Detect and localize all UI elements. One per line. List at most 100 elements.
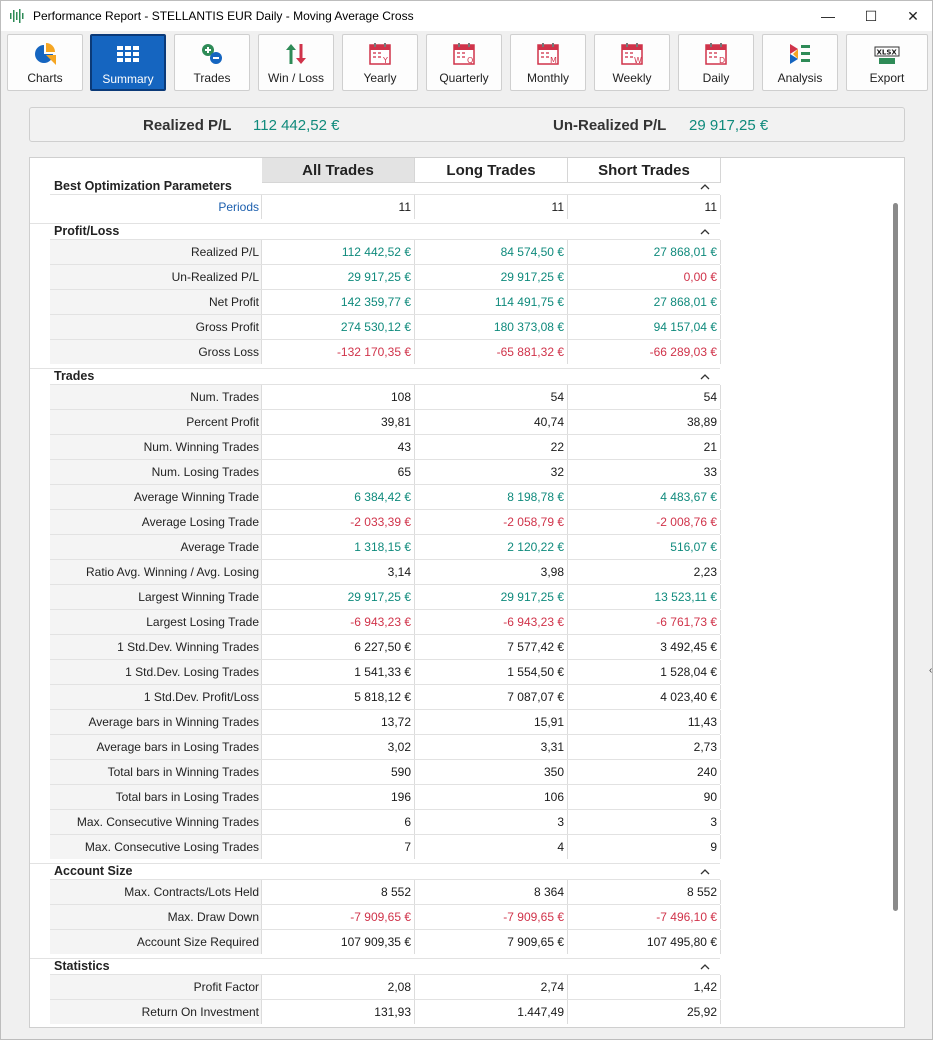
section-title-stats: Statistics — [54, 959, 110, 973]
calendar-w-icon: W — [619, 41, 645, 67]
chevron-up-icon[interactable] — [698, 224, 712, 238]
cell-long-trades: 32 — [415, 460, 568, 484]
table-row: Gross Profit 274 530,12 €180 373,08 €94 1… — [50, 314, 721, 339]
cell-all-trades: -6 943,23 € — [262, 610, 415, 634]
row-label: Num. Winning Trades — [50, 435, 262, 459]
cell-long-trades: 3,98 — [415, 560, 568, 584]
cell-all-trades: -2 033,39 € — [262, 510, 415, 534]
cell-short-trades: 27 868,01 € — [568, 240, 721, 264]
column-header-long-trades[interactable]: Long Trades — [415, 158, 568, 183]
cell-all-trades: 108 — [262, 385, 415, 409]
analysis-icon — [787, 41, 813, 67]
cell-long-trades: 29 917,25 € — [415, 585, 568, 609]
charts-button[interactable]: Charts — [7, 34, 83, 91]
svg-text:W: W — [634, 56, 642, 65]
row-label: Largest Winning Trade — [50, 585, 262, 609]
column-header-all-trades[interactable]: All Trades — [262, 158, 415, 183]
charts-label: Charts — [27, 71, 63, 85]
row-label: Largest Losing Trade — [50, 610, 262, 634]
row-label: 1 Std.Dev. Profit/Loss — [50, 685, 262, 709]
svg-text:Y: Y — [382, 56, 388, 65]
table-row: Num. Winning Trades 43 22 21 — [50, 434, 721, 459]
cell-long-trades: 40,74 — [415, 410, 568, 434]
table-row: Average bars in Losing Trades 3,02 3,31 2,7… — [50, 734, 721, 759]
close-button[interactable]: ✕ — [907, 7, 919, 24]
resize-grip-icon[interactable]: ‹ — [929, 665, 933, 676]
section-title-account: Account Size — [54, 864, 133, 878]
cell-all-trades: 13,72 — [262, 710, 415, 734]
pl-summary-bar: Realized P/L 112 442,52 € Un-Realized P/… — [29, 107, 905, 142]
cell-long-trades: 1 554,50 € — [415, 660, 568, 684]
row-label: Gross Profit — [50, 315, 262, 339]
chevron-up-icon[interactable] — [698, 179, 712, 193]
win-loss-button[interactable]: Win / Loss — [258, 34, 334, 91]
chevron-up-icon[interactable] — [698, 959, 712, 973]
table-row: Num. Losing Trades 65 32 33 — [50, 459, 721, 484]
table-row: Max. Contracts/Lots Held 8 552 8 364 8 552 — [50, 879, 721, 904]
export-button[interactable]: XLSX Export — [846, 34, 928, 91]
cell-all-trades: -7 909,65 € — [262, 905, 415, 929]
cell-short-trades: 1 528,04 € — [568, 660, 721, 684]
cell-all-trades: 29 917,25 € — [262, 585, 415, 609]
table-row: 1 Std.Dev. Profit/Loss 5 818,12 €7 087,07… — [50, 684, 721, 709]
row-label: Realized P/L — [50, 240, 262, 264]
minimize-button[interactable]: — — [821, 8, 835, 24]
row-label[interactable]: Periods — [50, 195, 262, 219]
section-divider — [30, 223, 720, 224]
cell-long-trades: -65 881,32 € — [415, 340, 568, 364]
row-label: Un-Realized P/L — [50, 265, 262, 289]
up-down-arrows-icon — [283, 41, 309, 67]
row-label: Ratio Avg. Winning / Avg. Losing — [50, 560, 262, 584]
quarterly-button[interactable]: Q Quarterly — [426, 34, 502, 91]
cell-long-trades: 114 491,75 € — [415, 290, 568, 314]
cell-all-trades: 6 — [262, 810, 415, 834]
cell-short-trades: 516,07 € — [568, 535, 721, 559]
monthly-button[interactable]: M Monthly — [510, 34, 586, 91]
cell-all-trades: 107 909,35 € — [262, 930, 415, 954]
scrollbar-thumb[interactable] — [893, 203, 898, 911]
calendar-q-icon: Q — [451, 41, 477, 67]
chevron-up-icon[interactable] — [698, 864, 712, 878]
column-header-short-trades[interactable]: Short Trades — [568, 158, 721, 183]
cell-long-trades: 180 373,08 € — [415, 315, 568, 339]
trades-button[interactable]: Trades — [174, 34, 250, 91]
cell-short-trades: 11,43 — [568, 710, 721, 734]
summary-button[interactable]: Summary — [90, 34, 166, 91]
yearly-button[interactable]: Y Yearly — [342, 34, 418, 91]
table-row: 1 Std.Dev. Losing Trades 1 541,33 €1 554,… — [50, 659, 721, 684]
win-loss-label: Win / Loss — [267, 71, 324, 85]
cell-short-trades: 21 — [568, 435, 721, 459]
table-row: Average bars in Winning Trades 13,72 15,91… — [50, 709, 721, 734]
cell-short-trades: 25,92 — [568, 1000, 721, 1024]
cell-long-trades: 7 909,65 € — [415, 930, 568, 954]
unrealized-pl-label: Un-Realized P/L — [553, 117, 667, 134]
cell-short-trades: 8 552 — [568, 880, 721, 904]
cell-short-trades: 107 495,80 € — [568, 930, 721, 954]
cell-short-trades: 1,42 — [568, 975, 721, 999]
vertical-scrollbar[interactable] — [889, 183, 903, 1027]
table-row: 1 Std.Dev. Winning Trades 6 227,50 €7 577… — [50, 634, 721, 659]
maximize-button[interactable]: ☐ — [864, 7, 878, 24]
daily-button[interactable]: D Daily — [678, 34, 754, 91]
xlsx-icon: XLSX — [874, 41, 900, 67]
analysis-button[interactable]: Analysis — [762, 34, 838, 91]
pie-chart-icon — [32, 41, 58, 67]
table-row: Average Losing Trade -2 033,39 € -2 058,79… — [50, 509, 721, 534]
cell-all-trades: 274 530,12 € — [262, 315, 415, 339]
yearly-label: Yearly — [363, 71, 397, 85]
cell-short-trades: 240 — [568, 760, 721, 784]
svg-text:D: D — [719, 56, 725, 65]
table-row: Return On Investment 131,93 1.447,49 25,92 — [50, 999, 721, 1024]
table-row: Average Winning Trade 6 384,42 €8 198,78 … — [50, 484, 721, 509]
cell-short-trades: -6 761,73 € — [568, 610, 721, 634]
weekly-button[interactable]: W Weekly — [594, 34, 670, 91]
table-row: Periods 11 11 11 — [50, 194, 721, 219]
chevron-up-icon[interactable] — [698, 369, 712, 383]
cell-long-trades: 22 — [415, 435, 568, 459]
cell-all-trades: 1 318,15 € — [262, 535, 415, 559]
cell-short-trades: 38,89 — [568, 410, 721, 434]
cell-all-trades: 131,93 — [262, 1000, 415, 1024]
toolbar: Charts Summary — [1, 31, 932, 97]
cell-long-trades: 11 — [415, 195, 568, 219]
section-divider — [30, 958, 720, 959]
